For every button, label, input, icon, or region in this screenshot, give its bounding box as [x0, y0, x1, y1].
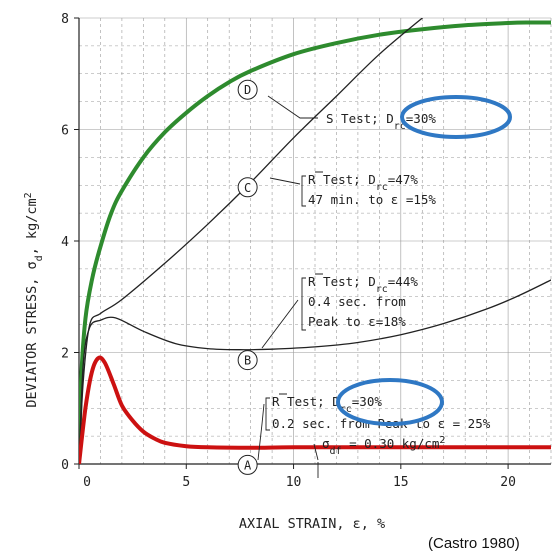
y-axis-label: DEVIATOR STRESS, σd, kg/cm2 [23, 192, 45, 407]
arrow-sigma [313, 443, 319, 461]
leader-b [261, 299, 299, 349]
curve-labels: D C B A [237, 79, 258, 475]
y-tick-label: 2 [61, 347, 69, 362]
y-tick-label: 0 [61, 458, 69, 473]
x-tick-label: 15 [393, 475, 409, 490]
x-tick-label: 20 [500, 475, 516, 490]
x-axis-label: AXIAL STRAIN, ε, % [239, 516, 385, 532]
curve-label-c: C [237, 177, 258, 198]
curve-label-text: D [244, 83, 251, 97]
x-tick-label: 10 [286, 475, 302, 490]
r-test-a-line1: R Test; Drc=30% [272, 394, 382, 415]
curve-d-green [79, 20, 551, 464]
bracket-c [301, 175, 306, 207]
curve-label-d: D [237, 79, 258, 100]
y-tick-label: 4 [61, 235, 69, 250]
curve-label-circle [237, 177, 258, 198]
curve-label-a: A [237, 454, 258, 475]
bracket-a [265, 397, 270, 431]
leader-lines [257, 95, 319, 478]
curve-label-circle [237, 454, 258, 475]
s-test-label: S Test; Drc=30% [326, 111, 436, 132]
highlight-ellipse-s-test [400, 95, 512, 139]
y-tick-label: 6 [61, 124, 69, 139]
curve-a-red [79, 355, 551, 464]
leader-c [269, 177, 301, 185]
y-tick-labels: 0 2 4 6 8 [61, 12, 79, 473]
curve-label-circle [237, 350, 258, 371]
curve-label-text: C [244, 181, 251, 195]
source-citation: (Castro 1980) [428, 535, 520, 552]
r-test-b-line3: Peak to ε=18% [308, 314, 406, 329]
r-test-b-line1: R Test; Drc=44% [308, 274, 418, 295]
curve-b [79, 279, 551, 464]
y-tick-label: 8 [61, 12, 69, 27]
leader-d [267, 95, 318, 119]
x-tick-label: 0 [83, 475, 91, 490]
leader-a [257, 403, 265, 461]
highlight-ellipse-r-test-a [336, 378, 444, 426]
bracket-b [301, 277, 306, 331]
curve-label-b: B [237, 350, 258, 371]
sigma-df-label: σdf = 0.30 kg/cm2 [322, 435, 445, 457]
curve-label-text: A [244, 458, 252, 472]
curve-c [79, 18, 423, 464]
r-test-c-line1: R Test; Drc=47% [308, 172, 418, 193]
series-layer [79, 18, 551, 464]
x-tick-labels: 0 5 10 15 20 [78, 464, 516, 490]
r-test-b-line2: 0.4 sec. from [308, 294, 406, 309]
curve-label-text: B [244, 354, 251, 368]
r-test-c-line2: 47 min. to ε =15% [308, 192, 436, 207]
curve-label-circle [237, 79, 258, 100]
x-tick-label: 5 [182, 475, 190, 490]
